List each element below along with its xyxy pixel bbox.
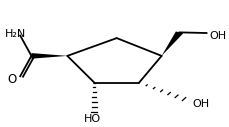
Text: OH: OH: [209, 31, 226, 41]
Text: OH: OH: [191, 99, 208, 108]
Polygon shape: [31, 53, 67, 59]
Polygon shape: [161, 31, 183, 56]
Text: O: O: [8, 73, 17, 86]
Text: H₂N: H₂N: [5, 29, 26, 39]
Text: HO: HO: [83, 114, 100, 124]
